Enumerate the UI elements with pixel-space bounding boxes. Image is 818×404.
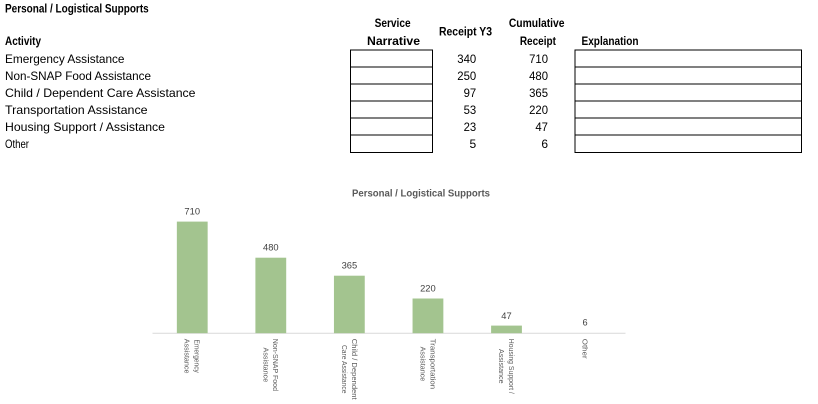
svg-text:Cumulative: Cumulative bbox=[509, 16, 565, 30]
svg-text:Narrative: Narrative bbox=[367, 34, 420, 48]
svg-text:Assistance: Assistance bbox=[261, 348, 270, 383]
svg-text:Transportation Assistance: Transportation Assistance bbox=[5, 103, 148, 117]
svg-text:47: 47 bbox=[535, 120, 548, 134]
svg-text:Assistance: Assistance bbox=[497, 349, 506, 384]
svg-text:Personal / Logistical Supports: Personal / Logistical Supports bbox=[5, 2, 149, 16]
svg-text:Receipt Y3: Receipt Y3 bbox=[439, 24, 492, 38]
svg-text:Non-SNAP Food Assistance: Non-SNAP Food Assistance bbox=[5, 69, 151, 83]
svg-text:Non-SNAP Food: Non-SNAP Food bbox=[271, 339, 280, 391]
svg-text:250: 250 bbox=[457, 69, 476, 83]
svg-text:53: 53 bbox=[464, 103, 477, 117]
svg-text:Other: Other bbox=[5, 137, 29, 151]
svg-text:340: 340 bbox=[457, 52, 476, 66]
svg-text:Housing Support / Assistance: Housing Support / Assistance bbox=[5, 120, 165, 134]
svg-text:365: 365 bbox=[529, 86, 548, 100]
svg-text:480: 480 bbox=[263, 243, 279, 253]
svg-text:6: 6 bbox=[583, 317, 588, 327]
svg-text:220: 220 bbox=[529, 103, 548, 117]
svg-text:710: 710 bbox=[529, 52, 548, 66]
svg-text:Emergency: Emergency bbox=[193, 339, 202, 373]
svg-text:Transportation: Transportation bbox=[428, 339, 437, 389]
svg-text:Assistance: Assistance bbox=[183, 339, 192, 374]
svg-text:Personal / Logistical Supports: Personal / Logistical Supports bbox=[352, 188, 490, 199]
svg-text:Service: Service bbox=[375, 16, 411, 30]
svg-text:Assistance: Assistance bbox=[418, 347, 427, 382]
svg-text:5: 5 bbox=[470, 137, 477, 151]
svg-text:Receipt: Receipt bbox=[520, 34, 556, 48]
svg-text:365: 365 bbox=[342, 261, 358, 271]
svg-text:710: 710 bbox=[184, 206, 200, 216]
svg-text:97: 97 bbox=[464, 86, 477, 100]
svg-text:Other: Other bbox=[580, 339, 589, 359]
svg-text:47: 47 bbox=[501, 311, 511, 321]
svg-text:6: 6 bbox=[541, 137, 548, 151]
svg-text:480: 480 bbox=[529, 69, 548, 83]
svg-text:Child / Dependent: Child / Dependent bbox=[350, 339, 359, 401]
svg-text:Care Assistance: Care Assistance bbox=[340, 345, 349, 394]
svg-text:Child / Dependent Care Assista: Child / Dependent Care Assistance bbox=[5, 86, 196, 100]
svg-text:220: 220 bbox=[420, 283, 436, 293]
svg-text:Emergency Assistance: Emergency Assistance bbox=[5, 52, 125, 66]
svg-text:23: 23 bbox=[464, 120, 477, 134]
svg-text:Activity: Activity bbox=[5, 34, 41, 48]
svg-text:Explanation: Explanation bbox=[582, 34, 639, 48]
svg-text:Housing Support /: Housing Support / bbox=[507, 339, 516, 395]
